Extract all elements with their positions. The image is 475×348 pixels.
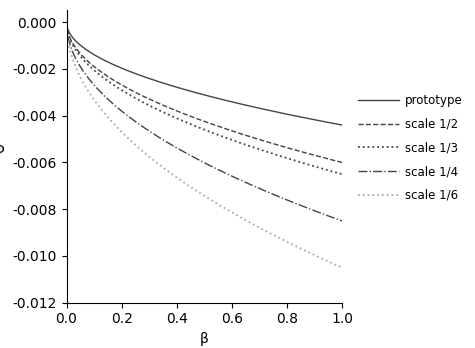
scale 1/4: [278, 196, 284, 200]
scale 1/3: [175, 117, 181, 121]
scale 1/4: [64, 20, 69, 24]
Line: scale 1/2: scale 1/2: [66, 22, 342, 163]
scale 1/3: [284, 156, 289, 160]
prototype: [253, 105, 258, 110]
scale 1/2: [339, 160, 345, 165]
scale 1/2: [278, 144, 284, 148]
scale 1/2: [175, 109, 181, 113]
scale 1/3: [64, 20, 69, 24]
prototype: [92, 53, 97, 57]
scale 1/3: [253, 146, 258, 150]
scale 1/2: [253, 136, 258, 141]
scale 1/3: [339, 172, 345, 176]
prototype: [278, 111, 284, 115]
scale 1/4: [253, 185, 258, 189]
Legend: prototype, scale 1/2, scale 1/3, scale 1/4, scale 1/6: prototype, scale 1/2, scale 1/3, scale 1…: [353, 89, 468, 206]
scale 1/2: [92, 65, 97, 69]
scale 1/6: [278, 237, 284, 241]
scale 1/6: [92, 98, 97, 103]
Y-axis label: Φ: Φ: [0, 143, 4, 157]
scale 1/2: [284, 145, 289, 150]
prototype: [64, 20, 69, 24]
scale 1/6: [64, 20, 69, 24]
scale 1/3: [185, 121, 190, 125]
X-axis label: β: β: [200, 332, 209, 346]
scale 1/6: [185, 183, 190, 187]
scale 1/6: [175, 176, 181, 180]
prototype: [185, 88, 190, 93]
scale 1/4: [185, 152, 190, 156]
scale 1/4: [92, 84, 97, 88]
scale 1/6: [339, 266, 345, 270]
scale 1/2: [64, 20, 69, 24]
scale 1/4: [284, 198, 289, 202]
scale 1/6: [253, 223, 258, 228]
prototype: [175, 86, 181, 90]
Line: scale 1/3: scale 1/3: [66, 22, 342, 174]
scale 1/3: [92, 69, 97, 73]
Line: prototype: prototype: [66, 22, 342, 125]
Line: scale 1/6: scale 1/6: [66, 22, 342, 268]
scale 1/6: [284, 239, 289, 244]
scale 1/3: [278, 154, 284, 158]
prototype: [284, 112, 289, 116]
scale 1/2: [185, 113, 190, 117]
Line: scale 1/4: scale 1/4: [66, 22, 342, 221]
scale 1/4: [175, 147, 181, 151]
scale 1/4: [339, 219, 345, 223]
prototype: [339, 123, 345, 127]
